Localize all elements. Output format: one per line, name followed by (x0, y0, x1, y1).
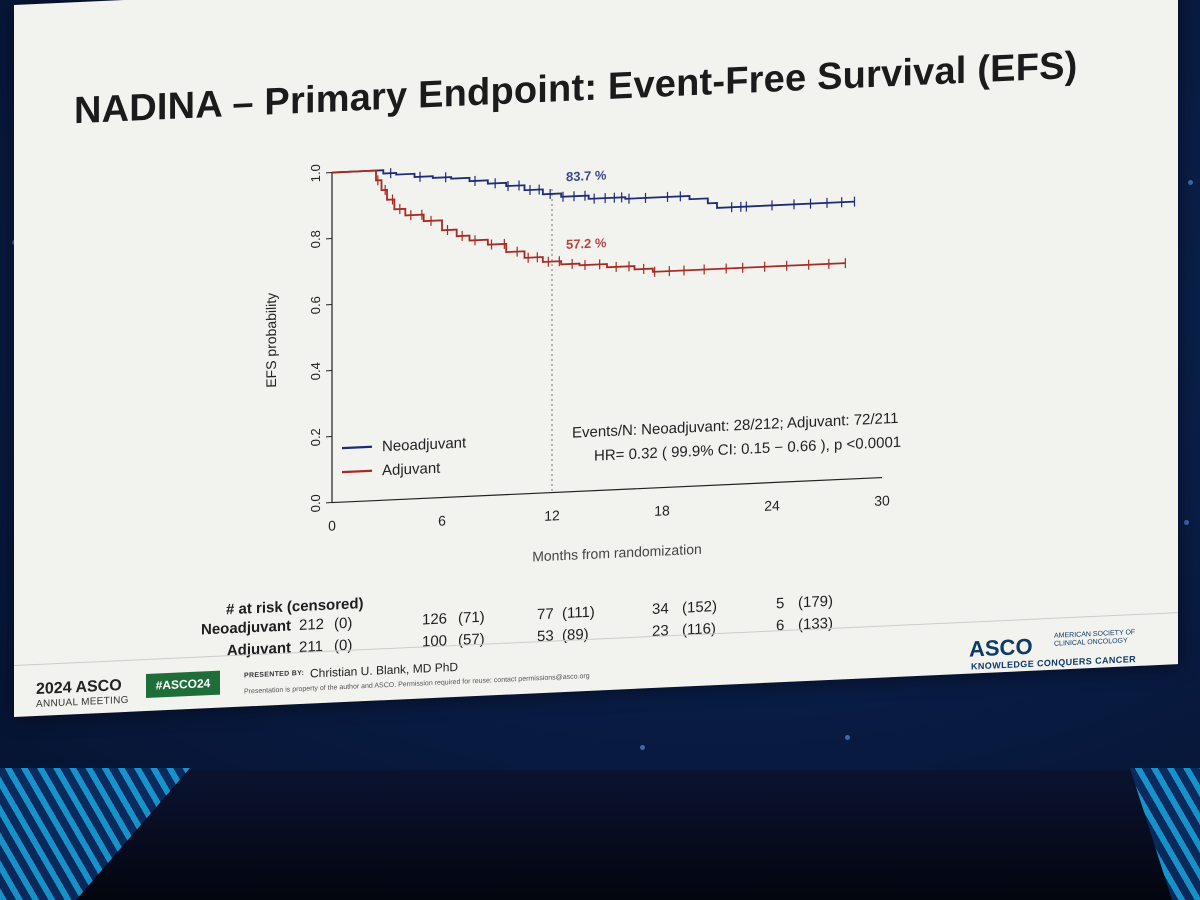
at-risk-label: Neoadjuvant (200, 617, 291, 639)
presentation-slide: NADINA – Primary Endpoint: Event-Free Su… (14, 0, 1178, 718)
x-axis-line (332, 476, 882, 504)
x-tick-label: 0 (328, 517, 336, 533)
y-tick-label: 0.2 (308, 428, 323, 447)
stage-floor (0, 770, 1200, 900)
at-risk-censored: (71) (458, 608, 485, 627)
km-chart: 0.0 0.2 0.4 0.6 0.8 1.0 0 6 12 18 24 30 EFS probabil… (263, 164, 901, 565)
at-risk-censored: (111) (562, 603, 595, 623)
y-tick-label: 0.4 (308, 362, 323, 381)
km-curve-adjuvant (332, 169, 846, 273)
at-risk-value: 5 (776, 595, 785, 613)
annotation-neoadjuvant: 83.7 % (566, 167, 607, 184)
annotation-adjuvant: 57.2 % (566, 235, 607, 252)
at-risk-value: 126 (422, 610, 448, 629)
x-tick-label: 12 (544, 507, 560, 524)
x-tick-label: 18 (654, 502, 670, 519)
y-axis-label: EFS probability (263, 293, 279, 389)
at-risk-value: 34 (652, 600, 669, 619)
meeting-year: 2024 (36, 679, 72, 699)
km-curve-neoadjuvant (332, 169, 855, 209)
at-risk-censored: (0) (334, 614, 353, 633)
at-risk-censored: (152) (682, 598, 718, 617)
y-tick-label: 0.0 (308, 494, 323, 513)
legend-label-neoadjuvant: Neoadjuvant (382, 434, 467, 455)
hashtag-badge: #ASCO24 (146, 670, 220, 699)
legend-label-adjuvant: Adjuvant (382, 460, 441, 480)
x-tick-label: 6 (438, 512, 446, 528)
legend-line-adjuvant (342, 469, 372, 474)
y-tick-label: 0.6 (308, 296, 323, 315)
at-risk-censored: (179) (798, 592, 834, 612)
x-tick-label: 30 (874, 492, 890, 509)
legend-line-neoadjuvant (342, 445, 372, 450)
x-tick-label: 24 (764, 497, 780, 514)
stage-light (845, 735, 850, 740)
presenter-name: Christian U. Blank, MD PhD (310, 659, 459, 681)
society-name: AMERICAN SOCIETY OF CLINICAL ONCOLOGY (1054, 629, 1136, 648)
y-tick-label: 1.0 (308, 164, 323, 183)
stage-light (640, 745, 645, 750)
at-risk-value: 212 (299, 615, 325, 635)
at-risk-value: 77 (537, 605, 554, 624)
stage-light (1188, 180, 1193, 185)
x-axis-label: Months from randomization (532, 541, 702, 565)
presented-by-label: PRESENTED BY: (244, 669, 305, 680)
y-tick-label: 0.8 (308, 230, 323, 249)
asco-wordmark: ASCO (75, 677, 122, 697)
stage-light (1184, 520, 1189, 525)
